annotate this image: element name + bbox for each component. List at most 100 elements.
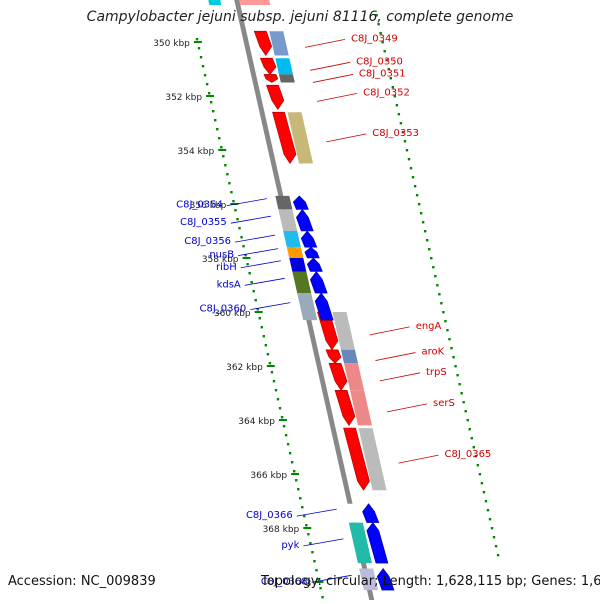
ruler-dot bbox=[466, 419, 469, 422]
ruler-dot bbox=[381, 41, 384, 44]
ruler-dot bbox=[399, 122, 403, 125]
ruler-dot bbox=[293, 470, 296, 473]
gene-leader-line bbox=[379, 372, 421, 382]
reverse-gene-label: C8J_0366 bbox=[246, 510, 293, 521]
ruler-dot bbox=[383, 50, 386, 53]
ruler-dot bbox=[262, 335, 266, 338]
accession-text: Accession: NC_009839 bbox=[8, 574, 156, 589]
gene-leader-line bbox=[238, 248, 279, 256]
ruler-dot bbox=[379, 32, 382, 35]
forward-gene-arrow bbox=[328, 362, 348, 391]
ruler-dot bbox=[226, 173, 229, 176]
ruler-dot bbox=[234, 209, 237, 212]
ruler-dot bbox=[278, 407, 282, 410]
ruler-dot bbox=[468, 428, 471, 431]
gene-class-bar bbox=[343, 363, 365, 391]
ruler-dot bbox=[301, 506, 304, 509]
gene-class-bar bbox=[344, 503, 363, 523]
ruler-dot bbox=[395, 104, 399, 107]
gene-leader-line bbox=[312, 74, 353, 83]
topology-text: Topology: circular; Length: 1,628,115 bp… bbox=[261, 574, 600, 589]
ruler-dot bbox=[230, 191, 233, 194]
ruler-dot bbox=[317, 578, 320, 581]
reverse-gene-arrow bbox=[300, 230, 318, 248]
gene-leader-line bbox=[303, 538, 344, 547]
gene-leader-line bbox=[326, 133, 367, 143]
ruler-dot bbox=[448, 338, 451, 341]
ruler-dot bbox=[246, 263, 249, 266]
ruler-dot bbox=[313, 560, 316, 563]
ruler-dot bbox=[201, 65, 205, 68]
gene-leader-line bbox=[317, 92, 358, 102]
gene-class-bar bbox=[281, 85, 301, 110]
ruler-dot bbox=[458, 383, 461, 386]
ruler-dot bbox=[478, 473, 482, 476]
forward-gene-arrow bbox=[272, 111, 297, 165]
kbp-tick-label: 358 kbp bbox=[202, 255, 239, 265]
ruler-dot bbox=[454, 365, 457, 368]
ruler-dot bbox=[305, 524, 308, 527]
ruler-dot bbox=[199, 56, 203, 59]
forward-gene-arrow bbox=[265, 84, 285, 111]
reverse-gene-label: pyk bbox=[281, 540, 299, 551]
ruler-dot bbox=[462, 401, 465, 404]
reverse-gene-label: C8J_0355 bbox=[180, 217, 227, 228]
ruler-dot bbox=[405, 149, 409, 152]
ruler-dot bbox=[222, 155, 225, 158]
ruler-dot bbox=[490, 527, 494, 530]
ruler-dot bbox=[266, 353, 270, 356]
kbp-tick-label: 354 kbp bbox=[178, 147, 215, 157]
reverse-gene-arrow bbox=[306, 257, 323, 272]
ruler-dot bbox=[472, 446, 475, 449]
ruler-dot bbox=[260, 326, 263, 329]
ruler-dot bbox=[397, 113, 401, 116]
reverse-gene-arrow bbox=[292, 195, 309, 210]
ruler-dot bbox=[307, 533, 310, 536]
reverse-gene-arrow bbox=[376, 568, 395, 591]
gene-leader-line bbox=[310, 61, 351, 71]
ruler-dot bbox=[254, 299, 257, 302]
reverse-gene-arrow bbox=[362, 503, 380, 523]
gene-class-bar bbox=[348, 522, 372, 564]
gene-leader-line bbox=[304, 38, 346, 48]
reverse-gene-label: nusB bbox=[209, 250, 234, 261]
gene-class-bar bbox=[269, 31, 289, 56]
ruler-dot bbox=[440, 302, 443, 305]
ruler-dot bbox=[494, 545, 498, 548]
ruler-dot bbox=[218, 137, 221, 140]
kbp-tick-label: 350 kbp bbox=[153, 39, 190, 49]
ruler-dot bbox=[415, 194, 419, 197]
gene-leader-line bbox=[375, 352, 416, 361]
ruler-dot bbox=[432, 266, 435, 269]
map-title: Campylobacter jejuni subsp. jejuni 81116… bbox=[86, 9, 514, 25]
ruler-dot bbox=[309, 542, 312, 545]
ruler-dot bbox=[488, 518, 492, 521]
reverse-gene-arrow bbox=[366, 522, 389, 564]
ruler-dot bbox=[385, 59, 388, 62]
gene-leader-line bbox=[398, 454, 439, 464]
ruler-dot bbox=[464, 410, 467, 413]
ruler-dot bbox=[228, 182, 231, 185]
gene-leader-line bbox=[250, 302, 291, 310]
ruler-dot bbox=[303, 515, 306, 518]
ruler-dot bbox=[377, 23, 380, 26]
forward-gene-label: aroK bbox=[421, 347, 444, 358]
ruler-dot bbox=[244, 254, 247, 257]
gene-class-bar bbox=[332, 312, 355, 350]
gene-leader-line bbox=[226, 198, 267, 207]
ruler-dot bbox=[434, 275, 437, 278]
ruler-dot bbox=[295, 479, 298, 482]
gene-leader-line bbox=[230, 215, 271, 224]
gene-leader-line bbox=[234, 234, 276, 243]
ruler-dot bbox=[456, 374, 459, 377]
ruler-dot bbox=[195, 38, 199, 41]
ruler-dot bbox=[250, 281, 253, 284]
ruler-dot bbox=[476, 464, 480, 467]
ruler-dot bbox=[460, 392, 463, 395]
ruler-dot bbox=[421, 221, 425, 224]
ruler-dot bbox=[438, 293, 441, 296]
reverse-gene-label: ribH bbox=[216, 262, 237, 273]
kbp-tick-label: 362 kbp bbox=[226, 363, 263, 373]
gene-leader-line bbox=[244, 277, 285, 286]
ruler-dot bbox=[216, 128, 219, 131]
